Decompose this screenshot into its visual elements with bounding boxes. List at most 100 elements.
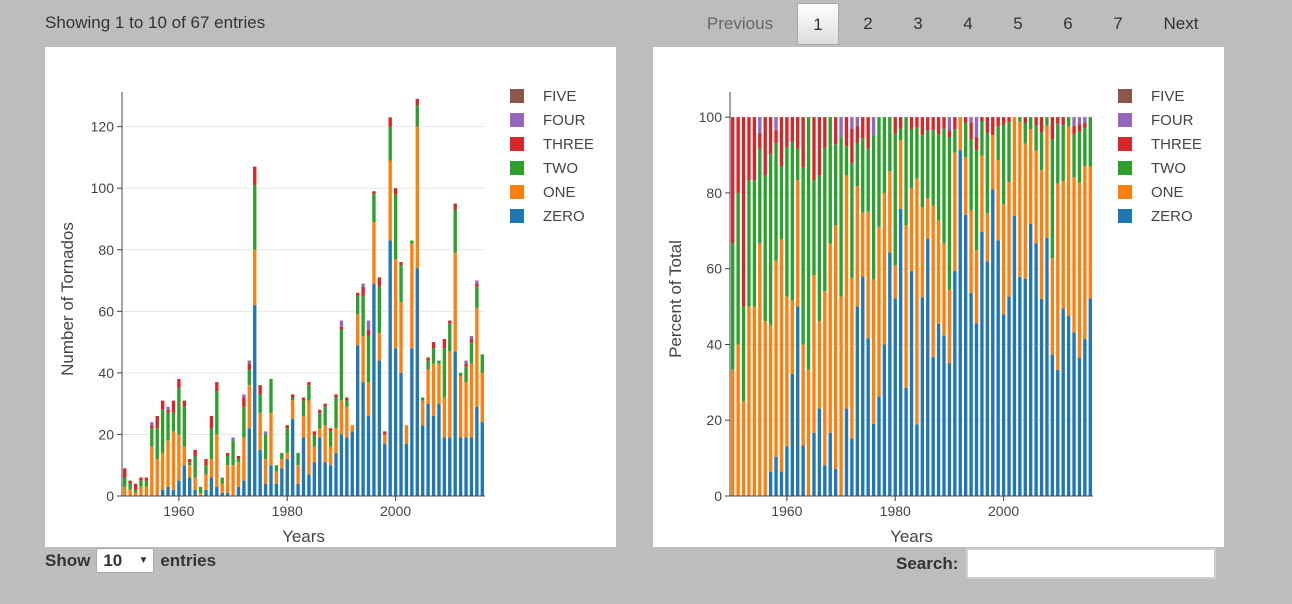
bar-segment-three (861, 117, 865, 139)
bar-segment-zero (828, 432, 832, 496)
bar-segment-one (225, 465, 230, 493)
bar-segment-one (768, 324, 773, 472)
bar-segment-one (123, 486, 127, 496)
y-tick-label: 120 (91, 119, 115, 135)
bar-segment-three (166, 409, 170, 413)
bar-segment-zero (431, 415, 436, 496)
bar-segment-one (334, 428, 338, 453)
entries-select[interactable]: 10 ▼ (96, 548, 155, 573)
bar-segment-zero (1023, 278, 1027, 496)
bar-segment-three (996, 117, 1000, 127)
x-tick-label: 2000 (380, 503, 411, 519)
bar-segment-two (1023, 123, 1027, 144)
length-menu: Show 10 ▼ entries (45, 548, 216, 573)
legend-swatch-five (510, 89, 524, 103)
bar-segment-two (1007, 122, 1011, 182)
bar-segment-zero (361, 382, 365, 496)
bar-segment-two (1045, 117, 1049, 126)
bar-segment-three (731, 117, 735, 244)
bar-segment-one (464, 382, 468, 438)
bar-segment-three (844, 117, 849, 147)
bar-segment-zero (980, 231, 984, 496)
bar-segment-one (312, 446, 317, 463)
bar-segment-zero (779, 471, 784, 496)
bar-segment-two (453, 209, 457, 253)
bar-segment-zero (453, 351, 457, 496)
page-button-5[interactable]: 5 (1013, 14, 1023, 33)
bar-segment-three (817, 117, 822, 176)
bar-segment-zero (236, 486, 241, 496)
bar-segment-zero (296, 483, 300, 496)
bar-segment-two (144, 480, 149, 487)
bar-segment-two (209, 428, 214, 460)
page-button-4[interactable]: 4 (963, 14, 973, 33)
bar-segment-three (182, 400, 186, 407)
bar-segment-three (985, 117, 990, 134)
bar-segment-zero (366, 415, 371, 496)
bar-segment-two (974, 150, 979, 251)
bar-segment-zero (1045, 237, 1049, 496)
bar-segment-one (366, 382, 371, 416)
page-button-3[interactable]: 3 (913, 14, 923, 33)
bar-segment-three (236, 455, 241, 460)
bar-segment-zero (301, 437, 306, 496)
bar-segment-one (236, 462, 241, 487)
bar-segment-three (128, 480, 132, 484)
page-button-1[interactable]: 1 (797, 3, 839, 45)
bar-segment-one (220, 483, 224, 493)
entries-select-value: 10 (103, 550, 123, 570)
bar-segment-four (150, 422, 154, 426)
bar-segment-zero (225, 492, 230, 496)
y-tick-label: 60 (98, 303, 114, 319)
bar-segment-three (969, 122, 973, 140)
page-button-2[interactable]: 2 (863, 14, 873, 33)
bar-segment-two (334, 397, 338, 429)
bar-segment-three (1072, 125, 1076, 135)
page-button-6[interactable]: 6 (1063, 14, 1073, 33)
bar-segment-three (1034, 117, 1038, 126)
legend-label-three: THREE (1151, 136, 1202, 153)
search-input[interactable] (966, 548, 1217, 579)
bar-segment-one (356, 314, 360, 346)
y-tick-label: 20 (98, 426, 114, 442)
bar-segment-zero (437, 403, 441, 496)
bar-segment-three (290, 394, 295, 398)
bar-segment-three (893, 117, 897, 134)
bar-segment-two (437, 360, 441, 364)
bar-segment-four (758, 117, 762, 133)
bar-segment-two (1056, 123, 1060, 184)
bar-segment-two (128, 483, 132, 490)
bar-segment-one (1083, 165, 1087, 340)
bar-segment-zero (817, 408, 822, 496)
bar-segment-one (991, 135, 995, 190)
next-page-button[interactable]: Next (1163, 14, 1199, 33)
bar-segment-three (431, 342, 436, 349)
bar-segment-one (269, 412, 273, 466)
bar-segment-four (247, 360, 251, 364)
bar-segment-one (947, 289, 952, 364)
page-button-7[interactable]: 7 (1113, 14, 1123, 33)
bar-segment-two (1072, 134, 1076, 178)
tornado-percent-chart: 0 20 40 60 80 100 1960 1980 2000 Years Percent of … (666, 88, 1202, 546)
bar-segment-four (263, 431, 268, 435)
bar-segment-two (426, 360, 430, 370)
bar-segment-four (947, 117, 952, 131)
bar-segment-one (415, 126, 419, 269)
previous-page-button[interactable]: Previous (706, 14, 774, 33)
legend-label-five: FIVE (1151, 88, 1184, 105)
legend-swatch-three (1118, 137, 1132, 151)
bar-segment-two (850, 163, 854, 278)
bar-segment-one (942, 243, 946, 336)
bar-segment-two (996, 126, 1000, 161)
bar-segment-zero (1012, 215, 1017, 497)
bar-segment-two (204, 465, 208, 475)
bar-segment-two (953, 128, 957, 153)
bar-segment-two (969, 139, 973, 211)
bar-segment-two (139, 480, 143, 487)
bar-segment-two (410, 240, 414, 244)
bar-segment-one (323, 425, 327, 463)
bar-segment-one (182, 446, 186, 466)
bar-segment-three (1001, 117, 1006, 125)
bar-segment-two (448, 323, 452, 352)
x-tick-label: 1980 (272, 503, 303, 519)
